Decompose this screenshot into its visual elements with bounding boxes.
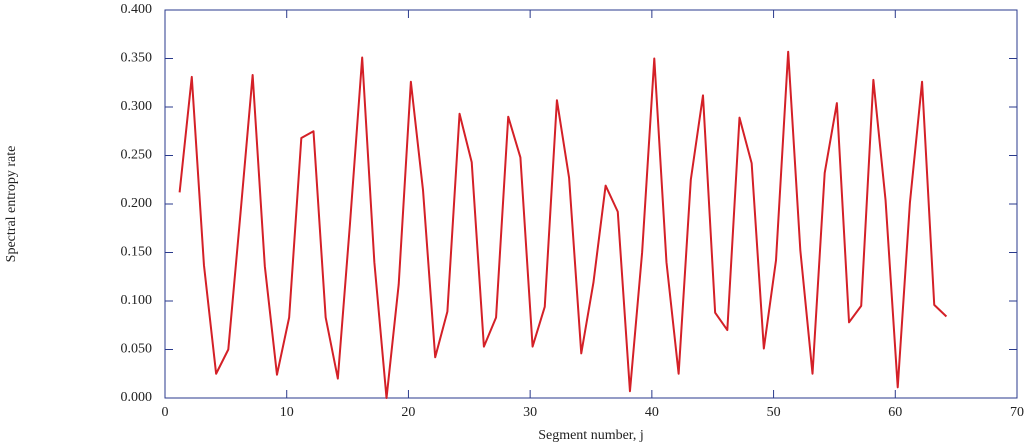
x-tick-label: 10	[280, 405, 294, 420]
x-tick-label: 0	[162, 405, 169, 420]
x-axis-label: Segment number, j	[538, 428, 644, 443]
y-tick-label: 0.100	[121, 293, 153, 308]
plot-frame	[164, 9, 1018, 399]
y-axis-label: Spectral entropy rate	[4, 146, 19, 263]
y-tick-label: 0.300	[121, 99, 153, 114]
y-tick-label: 0.000	[121, 390, 153, 405]
y-tick-label: 0.400	[121, 2, 153, 17]
x-tick-label: 50	[767, 405, 781, 420]
x-tick-label: 60	[888, 405, 902, 420]
x-tick-label: 30	[523, 405, 537, 420]
x-tick-label: 70	[1010, 405, 1024, 420]
data-line	[178, 50, 948, 399]
y-tick-label: 0.050	[121, 342, 153, 357]
x-tick-label: 20	[401, 405, 415, 420]
y-tick-label: 0.350	[121, 51, 153, 66]
x-tick-label: 40	[645, 405, 659, 420]
y-tick-label: 0.250	[121, 148, 153, 163]
y-tick-label: 0.200	[121, 196, 153, 211]
y-tick-label: 0.150	[121, 245, 153, 260]
